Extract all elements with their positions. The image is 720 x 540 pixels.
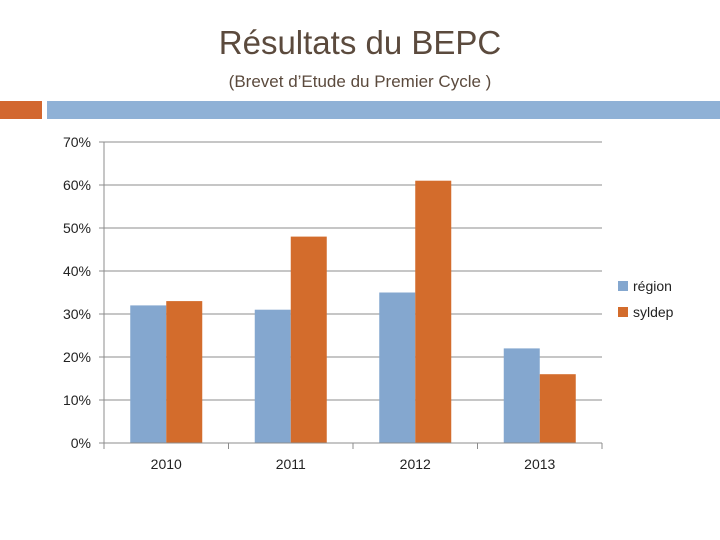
- legend-label: région: [633, 278, 672, 294]
- slide-title: Résultats du BEPC: [218, 24, 502, 61]
- legend-label: syldep: [633, 304, 674, 320]
- x-tick-label: 2013: [524, 456, 555, 472]
- bars: [130, 180, 576, 443]
- y-tick-label: 70%: [63, 134, 91, 150]
- bar-syldep-2010: [166, 301, 203, 443]
- x-tick-label: 2011: [276, 456, 306, 472]
- slide-subtitle: (Brevet d’Etude du Premier Cycle ): [228, 72, 492, 91]
- y-tick-label: 0%: [71, 435, 91, 451]
- axes: [99, 141, 603, 449]
- y-tick-labels: 0% 10% 20% 30% 40% 50% 60% 70%: [63, 134, 91, 451]
- accent-bar-orange: [0, 101, 42, 119]
- y-tick-label: 50%: [63, 220, 91, 236]
- x-tick-label: 2010: [151, 456, 182, 472]
- legend: région syldep: [618, 278, 674, 320]
- accent-bar-blue: [47, 101, 720, 119]
- x-tick-label: 2012: [400, 456, 431, 472]
- y-tick-label: 40%: [63, 263, 91, 279]
- bar-région-2010: [130, 305, 167, 443]
- bar-syldep-2012: [415, 180, 452, 443]
- bar-syldep-2011: [290, 236, 327, 443]
- legend-swatch: [618, 307, 628, 317]
- y-tick-label: 10%: [63, 392, 91, 408]
- y-tick-label: 20%: [63, 349, 91, 365]
- x-tick-labels: 2010 2011 2012 2013: [151, 456, 556, 472]
- bar-région-2011: [254, 309, 291, 443]
- bar-syldep-2013: [539, 374, 576, 443]
- bar-région-2012: [379, 292, 416, 443]
- y-tick-label: 60%: [63, 177, 91, 193]
- y-tick-label: 30%: [63, 306, 91, 322]
- bar-région-2013: [503, 348, 540, 443]
- legend-swatch: [618, 281, 628, 291]
